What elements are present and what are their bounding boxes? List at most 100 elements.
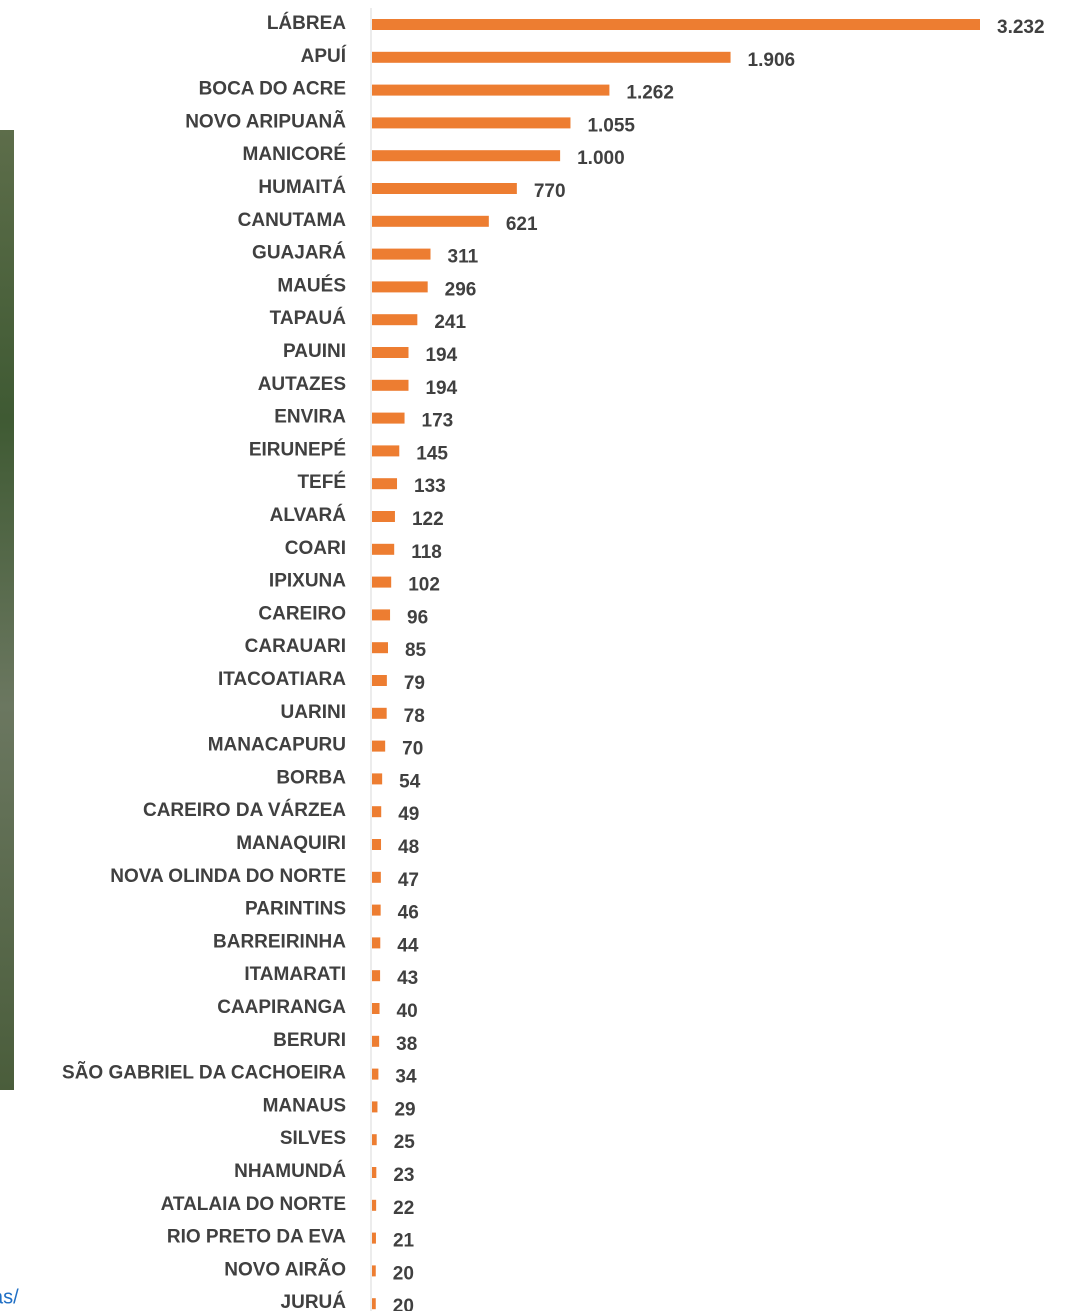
bar	[372, 675, 387, 686]
bar	[372, 937, 381, 949]
category-label: TAPAUÁ	[270, 307, 347, 329]
value-label: 122	[412, 509, 444, 530]
value-label: 34	[395, 1067, 417, 1088]
value-label: 48	[398, 837, 419, 858]
bar	[372, 1199, 377, 1211]
value-label: 296	[445, 279, 477, 300]
value-label: 70	[402, 739, 423, 760]
bar	[372, 1298, 376, 1310]
category-label: HUMAITÁ	[258, 176, 346, 198]
value-label: 46	[398, 903, 419, 924]
category-label: AUTAZES	[258, 374, 346, 395]
bar	[372, 707, 387, 719]
category-label: JURUÁ	[281, 1291, 347, 1311]
value-label: 770	[534, 181, 566, 202]
bar	[372, 248, 431, 260]
value-label: 78	[404, 706, 425, 727]
bar	[372, 478, 398, 490]
value-label: 96	[407, 607, 428, 628]
value-label: 241	[434, 312, 466, 333]
category-label: RIO PRETO DA EVA	[167, 1227, 346, 1248]
bar	[372, 183, 517, 194]
bar	[372, 1068, 379, 1080]
category-label: ITACOATIARA	[218, 669, 346, 690]
category-label: ALVARÁ	[270, 504, 347, 526]
bar	[372, 1134, 377, 1146]
bar	[372, 970, 381, 982]
value-label: 133	[414, 476, 446, 497]
background-image	[0, 130, 14, 1090]
value-label: 40	[397, 1001, 418, 1022]
category-label: SÃO GABRIEL DA CACHOEIRA	[62, 1062, 346, 1084]
category-label: MANAUS	[263, 1095, 346, 1116]
value-label: 49	[398, 804, 419, 825]
category-label: ITAMARATI	[244, 964, 346, 985]
category-label: MANICORÉ	[243, 143, 346, 165]
category-label: APUÍ	[301, 45, 347, 67]
value-label: 118	[411, 542, 442, 563]
bar	[372, 773, 383, 785]
value-label: 20	[393, 1263, 414, 1284]
value-label: 54	[399, 771, 421, 792]
bar	[372, 1167, 377, 1178]
category-label: EIRUNEPÉ	[249, 438, 346, 460]
category-label: ENVIRA	[274, 407, 346, 428]
category-label: SILVES	[280, 1128, 346, 1149]
category-label: NOVO AIRÃO	[224, 1258, 346, 1280]
bar	[372, 445, 400, 457]
category-label: COARI	[285, 538, 346, 559]
category-label: ATALAIA DO NORTE	[161, 1194, 346, 1215]
value-label: 85	[405, 640, 427, 661]
bar	[372, 839, 382, 850]
value-label: 194	[425, 378, 457, 399]
value-label: 23	[393, 1165, 414, 1186]
category-label: PARINTINS	[245, 899, 346, 920]
category-label: MANACAPURU	[208, 735, 346, 756]
category-label: BERURI	[273, 1030, 346, 1051]
value-label: 44	[397, 935, 419, 956]
value-label: 194	[425, 345, 457, 366]
bar	[372, 1232, 376, 1244]
bar	[372, 84, 610, 96]
category-label: CAREIRO DA VÁRZEA	[143, 799, 346, 821]
bar	[372, 511, 395, 522]
category-label: BOCA DO ACRE	[199, 79, 346, 100]
category-label: CANUTAMA	[238, 210, 347, 231]
category-label: PAUINI	[283, 341, 346, 362]
bar	[372, 1265, 376, 1277]
category-label: CAREIRO	[258, 603, 346, 624]
value-label: 145	[416, 443, 448, 464]
category-label: IPIXUNA	[269, 571, 346, 592]
value-label: 102	[408, 575, 440, 596]
value-label: 25	[394, 1132, 416, 1153]
bar	[372, 609, 391, 621]
bar	[372, 215, 489, 227]
value-label: 47	[398, 870, 419, 891]
category-label: MAUÉS	[277, 274, 346, 296]
value-label: 79	[404, 673, 425, 694]
value-label: 22	[393, 1198, 414, 1219]
category-label: NOVO ARIPUANÃ	[185, 110, 346, 132]
bar	[372, 740, 386, 752]
value-label: 38	[396, 1034, 417, 1055]
category-label: TEFÉ	[297, 471, 346, 493]
value-label: 21	[393, 1231, 415, 1252]
value-label: 311	[448, 247, 479, 268]
bar	[372, 871, 381, 883]
bar	[372, 150, 561, 162]
value-label: 3.232	[997, 17, 1045, 38]
footer-link[interactable]: as/	[0, 1286, 19, 1308]
bar	[372, 379, 409, 391]
bar	[372, 412, 405, 424]
value-label: 1.000	[577, 148, 625, 169]
bar	[372, 117, 571, 129]
category-label: BARREIRINHA	[213, 931, 346, 952]
bar	[372, 576, 392, 588]
bar	[372, 51, 731, 63]
category-label: LÁBREA	[267, 12, 346, 34]
value-label: 1.906	[748, 50, 796, 71]
bar	[372, 543, 395, 555]
bar	[372, 1035, 380, 1047]
value-label: 43	[397, 968, 418, 989]
